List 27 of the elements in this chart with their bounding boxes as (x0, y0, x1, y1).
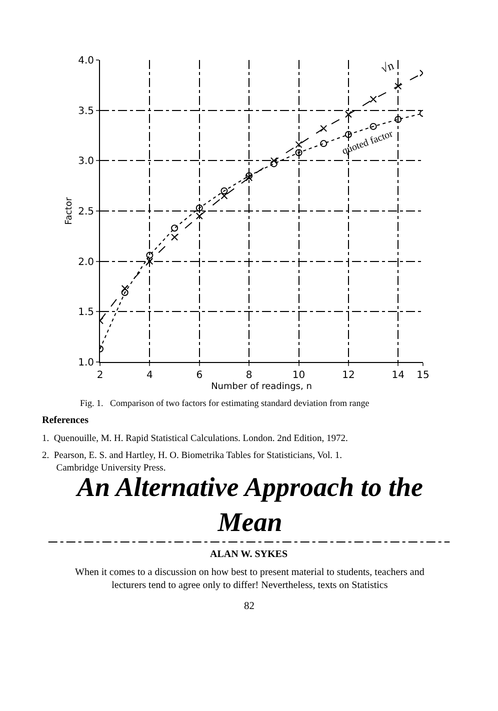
text: quoted factor (340, 128, 396, 158)
y-axis-title: Factor (64, 196, 74, 225)
y-tick-label: 3.5 (78, 106, 94, 117)
x-tick-label: 12 (342, 370, 355, 381)
x-tick-label: 14 (392, 370, 405, 381)
x-tick-label: 4 (146, 370, 153, 381)
y-tick-label: 2.0 (78, 256, 94, 268)
text: 82 (244, 601, 254, 612)
text: References (42, 415, 89, 426)
x-tick-label: 2 (96, 370, 104, 381)
y-tick-label: 4.0 (78, 56, 94, 66)
x-tick-label: 15 (416, 370, 430, 381)
text: When it comes to a discussion on how best to present material to students, teachers and lecturers tend to agree only to differ! Nevertheless, texts on Statistics (75, 567, 424, 591)
y-tick-label: 2.5 (78, 206, 94, 218)
y-tick-label: 1.5 (78, 307, 94, 318)
text: 1. Quenouille, M. H. Rapid Statistical Calculations. London. 2nd Edition, 1972. (42, 434, 348, 444)
x-tick-label: 8 (246, 370, 252, 381)
y-tick-label: 1.0 (78, 358, 94, 368)
text: √n (379, 58, 396, 76)
caption: Fig. 1. Comparison of two factors for estimating standard deviation from range (80, 398, 370, 408)
y-tick-label: 3.0 (78, 156, 94, 168)
x-tick-label: 6 (196, 370, 203, 381)
x-axis-title: Number of readings, n (211, 382, 312, 392)
text: ALAN W. SYKES (210, 549, 288, 560)
x-tick-label: 10 (292, 370, 306, 381)
text: An Alternative Approach to the Mean (75, 472, 424, 538)
text: 2. Pearson, E. S. and Hartley, H. O. Biometrika Tables for Statisticians, Vol. 1. Cambridge University Press. (42, 451, 342, 474)
